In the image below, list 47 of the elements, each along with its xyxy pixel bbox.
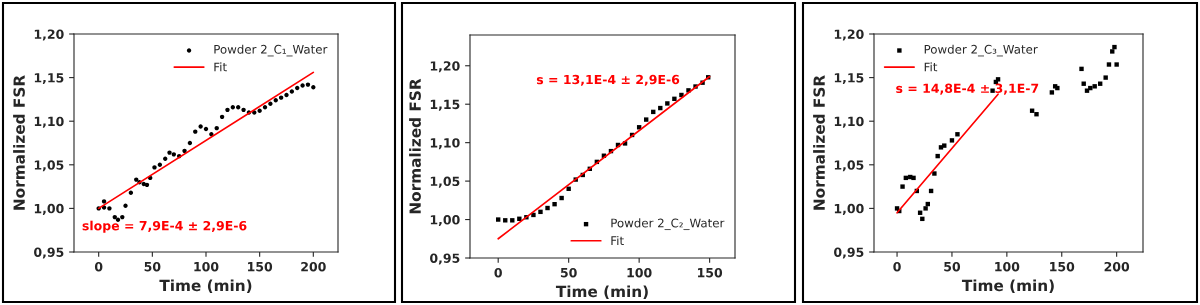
annotation: slope = 7,9E-4 ± 2,9E-6 (82, 220, 247, 233)
x-tick-label: 100 (627, 267, 652, 278)
legend-label: Powder 2_C₁_Water (214, 44, 328, 57)
x-tick-label: 100 (194, 261, 219, 272)
y-axis-title: Normalized FSR (409, 78, 421, 214)
y-tick-label: 0,95 (430, 253, 460, 265)
x-tick-label: 0 (94, 261, 103, 272)
y-tick-label: 1,05 (430, 176, 460, 188)
y-tick-label: 1,15 (834, 73, 864, 85)
annotation: s = 13,1E-4 ± 2,9E-6 (536, 74, 680, 86)
x-tick-label: 50 (944, 261, 961, 272)
y-tick-label: 1,20 (430, 61, 460, 73)
legend-label: Powder 2_C₂_Water (611, 218, 725, 231)
y-axis-title: Normalized FSR (813, 75, 825, 210)
y-tick-label: 1,15 (34, 73, 64, 85)
x-tick-label: 50 (560, 267, 577, 278)
y-tick-label: 1,05 (834, 160, 864, 172)
y-tick-label: 0,95 (834, 247, 864, 259)
y-tick-label: 1,10 (430, 138, 460, 150)
x-tick-label: 0 (494, 267, 502, 278)
y-tick-label: 1,00 (834, 203, 864, 215)
y-tick-label: 1,10 (834, 116, 864, 128)
x-axis-title: Time (min) (159, 279, 252, 293)
y-tick-label: 0,95 (34, 247, 64, 259)
y-tick-label: 1,20 (34, 29, 64, 41)
x-tick-label: 50 (144, 261, 161, 272)
x-tick-label: 150 (697, 267, 723, 278)
legend-label: Fit (611, 235, 624, 245)
annotation: s = 14,8E-4 ± 3,1E-7 (896, 83, 1039, 95)
y-tick-label: 1,15 (430, 99, 460, 111)
y-axis-title: Normalized FSR (13, 75, 25, 210)
y-tick-label: 1,00 (34, 203, 64, 215)
x-tick-label: 100 (995, 261, 1020, 272)
x-axis-title: Time (min) (961, 279, 1054, 293)
x-tick-label: 150 (1050, 261, 1075, 272)
y-tick-label: 1,05 (34, 160, 64, 172)
x-tick-label: 200 (301, 261, 326, 272)
legend-label: Powder 2_C₃_Water (924, 44, 1038, 57)
legend-label: Fit (214, 62, 227, 72)
x-tick-label: 0 (893, 261, 901, 272)
y-tick-label: 1,00 (430, 215, 460, 227)
x-tick-label: 200 (1104, 261, 1130, 272)
x-axis-title: Time (min) (555, 285, 648, 299)
legend-label: Fit (924, 62, 938, 72)
x-tick-label: 150 (248, 261, 273, 272)
y-tick-label: 1,20 (834, 29, 864, 41)
y-tick-label: 1,10 (34, 116, 64, 128)
